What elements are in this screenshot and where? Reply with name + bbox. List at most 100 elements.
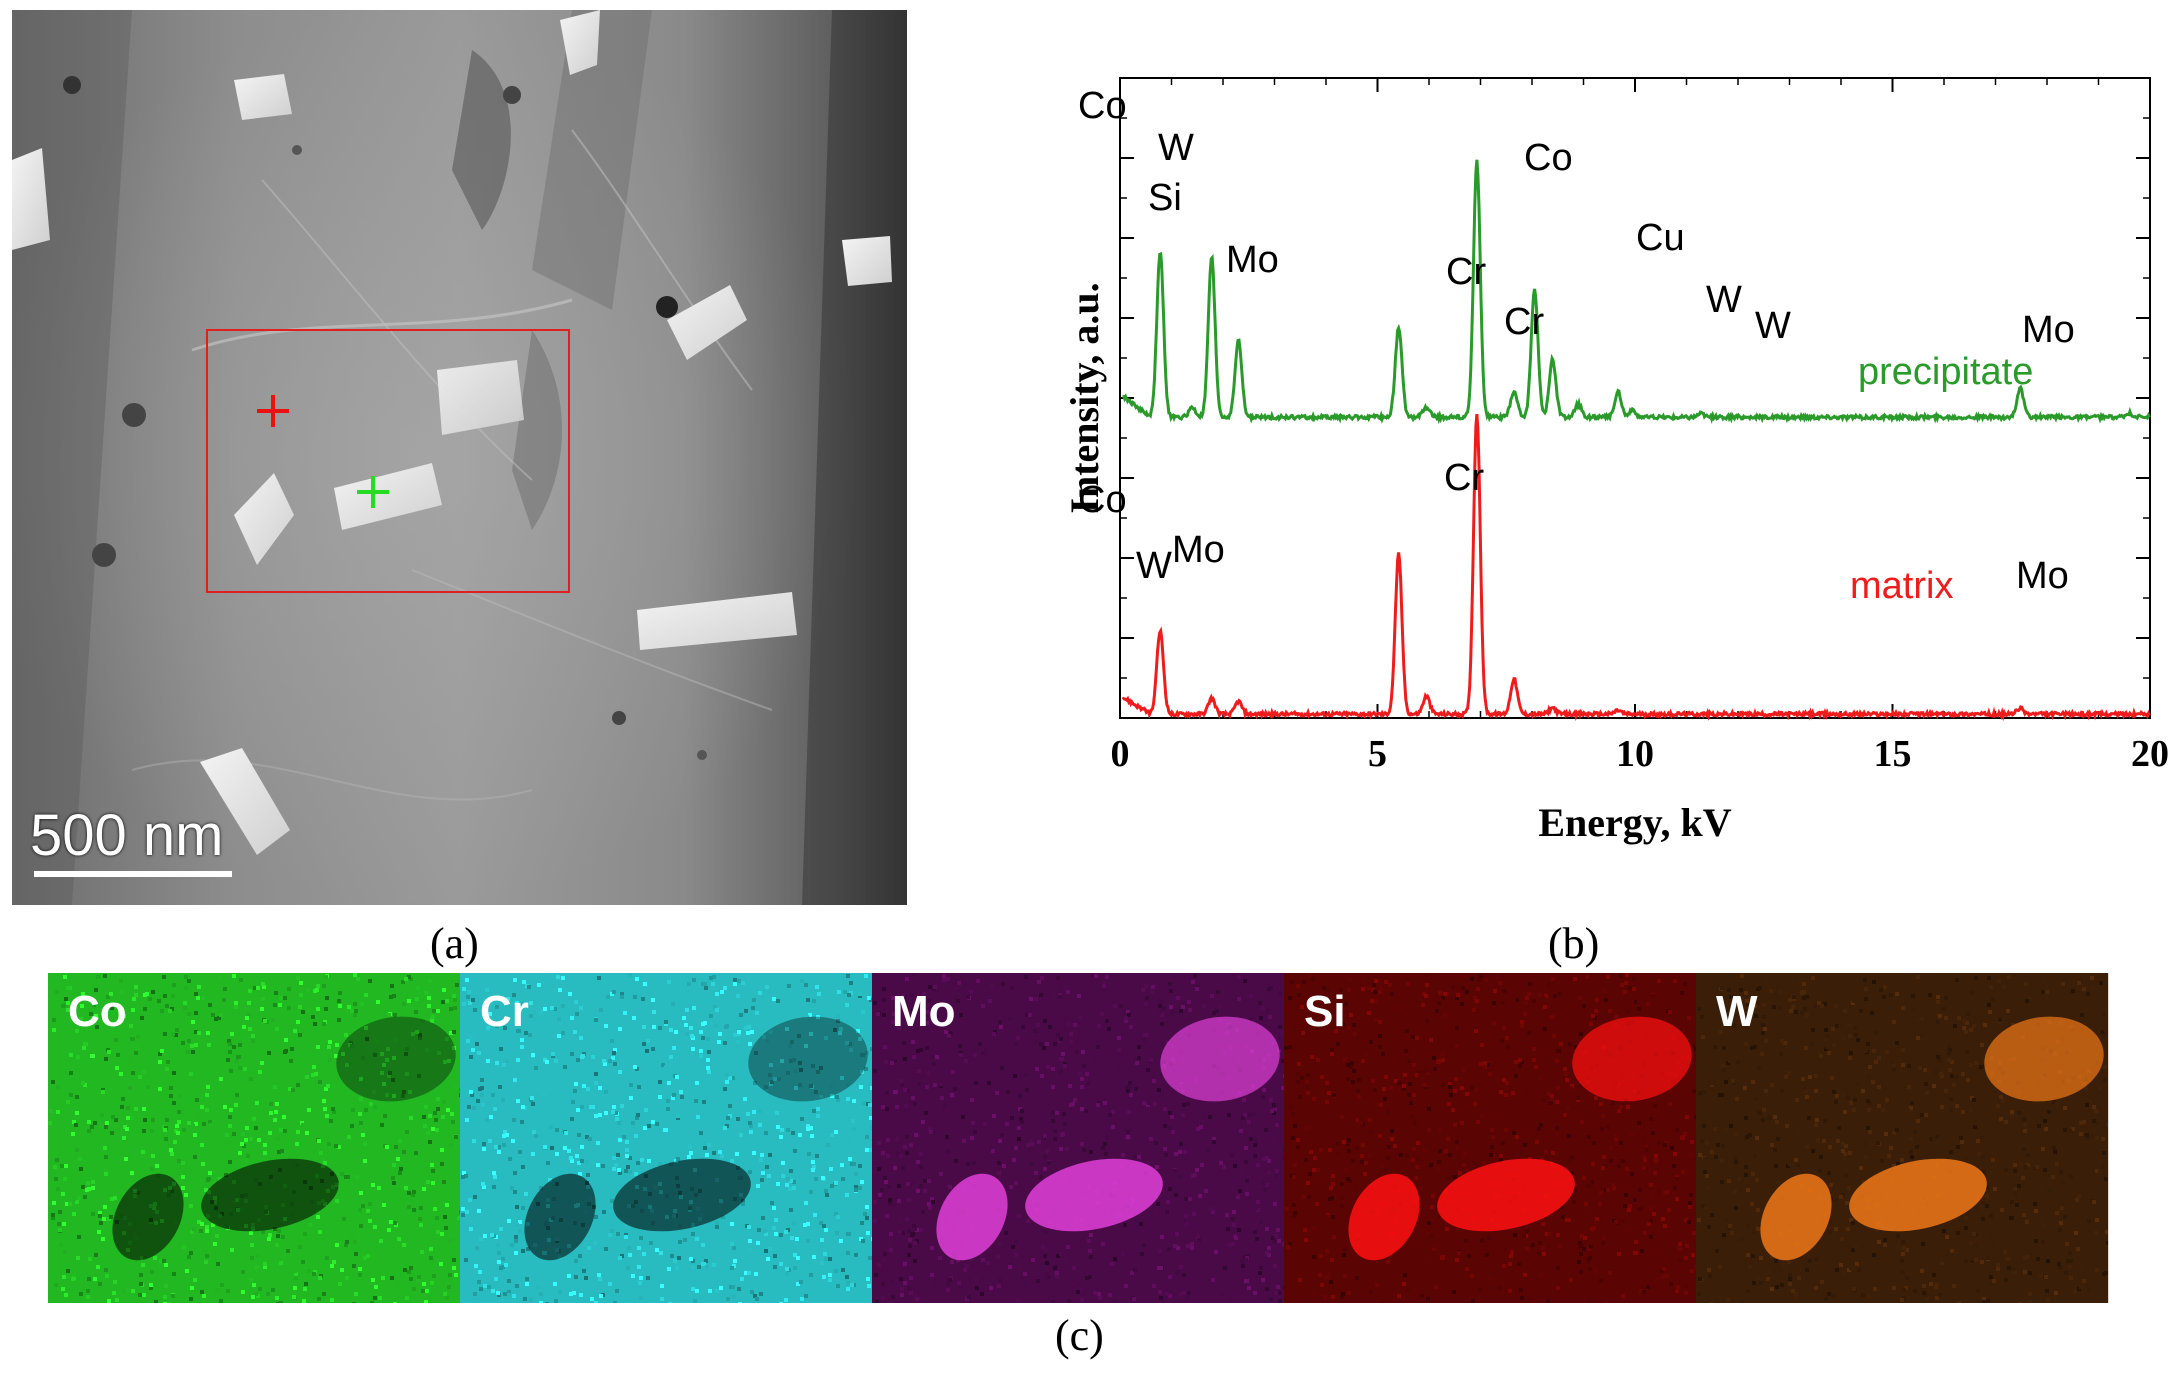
map-noise [806, 1127, 810, 1131]
map-noise [522, 980, 526, 984]
map-noise [1124, 1016, 1128, 1020]
map-noise [2013, 1191, 2017, 1195]
map-noise [1962, 1019, 1966, 1023]
map-noise [703, 982, 707, 986]
map-noise [350, 1009, 354, 1013]
map-noise [773, 1077, 777, 1081]
map-noise [1789, 1143, 1793, 1147]
map-noise [248, 1027, 252, 1031]
map-noise [303, 1232, 307, 1236]
map-noise [428, 1114, 432, 1118]
map-noise [1750, 1046, 1754, 1050]
map-noise [1724, 1020, 1728, 1024]
map-noise [760, 1178, 764, 1182]
map-noise [1940, 973, 1944, 977]
map-noise [353, 1002, 357, 1006]
map-noise [553, 1007, 557, 1011]
map-noise [1378, 1045, 1382, 1049]
map-noise [1896, 1162, 1900, 1166]
map-noise [1933, 1290, 1937, 1294]
map-noise [1697, 1218, 1701, 1222]
map-noise [2098, 1169, 2102, 1173]
map-noise [1153, 1278, 1157, 1282]
map-noise [521, 1165, 525, 1169]
map-noise [1567, 1134, 1571, 1138]
map-noise [748, 1170, 752, 1174]
map-noise [2085, 988, 2089, 992]
map-noise [763, 1229, 767, 1233]
map-noise [1200, 1163, 1204, 1167]
map-noise [1885, 1050, 1889, 1054]
map-noise [1342, 1253, 1346, 1257]
map-noise [576, 1108, 580, 1112]
map-noise [94, 988, 98, 992]
map-noise [1237, 997, 1241, 1001]
map-noise [1372, 983, 1376, 987]
map-noise [1608, 1009, 1612, 1013]
map-noise [2095, 1169, 2099, 1173]
map-noise [1956, 1145, 1960, 1149]
map-noise [1579, 1084, 1583, 1088]
map-noise [1830, 1076, 1834, 1080]
map-noise [1182, 1103, 1186, 1107]
map-noise [1841, 1093, 1845, 1097]
map-noise [858, 992, 862, 996]
map-noise [1404, 1036, 1408, 1040]
map-noise [1732, 1024, 1736, 1028]
map-noise [1714, 1155, 1718, 1159]
map-noise [1178, 1292, 1182, 1296]
map-noise [1305, 1085, 1309, 1089]
map-noise [602, 980, 606, 984]
map-noise [479, 1287, 483, 1291]
map-noise [1232, 1223, 1236, 1227]
map-noise [1108, 1293, 1112, 1297]
map-noise [1212, 1137, 1216, 1141]
map-noise [647, 1159, 651, 1163]
map-noise [703, 1050, 707, 1054]
map-noise [153, 1256, 157, 1260]
map-noise [1673, 979, 1677, 983]
map-noise [1748, 1133, 1752, 1137]
map-noise [75, 1200, 79, 1204]
map-noise [1866, 1042, 1870, 1046]
map-noise [1634, 1251, 1638, 1255]
map-noise [244, 1138, 248, 1142]
map-noise [66, 1008, 70, 1012]
map-noise [1573, 977, 1577, 981]
map-noise [1628, 1204, 1632, 1208]
map-noise [1851, 1221, 1855, 1225]
map-noise [1905, 1248, 1909, 1252]
map-noise [1055, 1271, 1059, 1275]
map-noise [387, 1228, 391, 1232]
map-noise [714, 1118, 718, 1122]
map-noise [1752, 1281, 1756, 1285]
map-noise [1465, 990, 1469, 994]
map-noise [1414, 1176, 1418, 1180]
map-noise [379, 1239, 383, 1243]
map-noise [392, 994, 396, 998]
map-noise [950, 1093, 954, 1097]
map-noise [861, 1010, 865, 1014]
map-noise [1853, 1048, 1857, 1052]
map-noise [478, 1270, 482, 1274]
map-noise [585, 1160, 589, 1164]
map-noise [655, 1248, 659, 1252]
scale-bar [34, 871, 232, 877]
map-noise [1234, 1236, 1238, 1240]
map-noise [1400, 981, 1404, 985]
map-noise [1905, 1128, 1909, 1132]
map-noise [865, 1216, 869, 1220]
map-noise [96, 975, 100, 979]
map-noise [1014, 1181, 1018, 1185]
map-noise [510, 1243, 514, 1247]
map-noise [1811, 1028, 1815, 1032]
map-noise [901, 1010, 905, 1014]
map-noise [706, 1058, 710, 1062]
map-noise [539, 1301, 543, 1303]
map-noise [1449, 1093, 1453, 1097]
map-noise [402, 1243, 406, 1247]
map-noise [764, 1131, 768, 1135]
map-noise [376, 1000, 380, 1004]
map-noise [1047, 1161, 1051, 1165]
map-noise [1222, 1188, 1226, 1192]
